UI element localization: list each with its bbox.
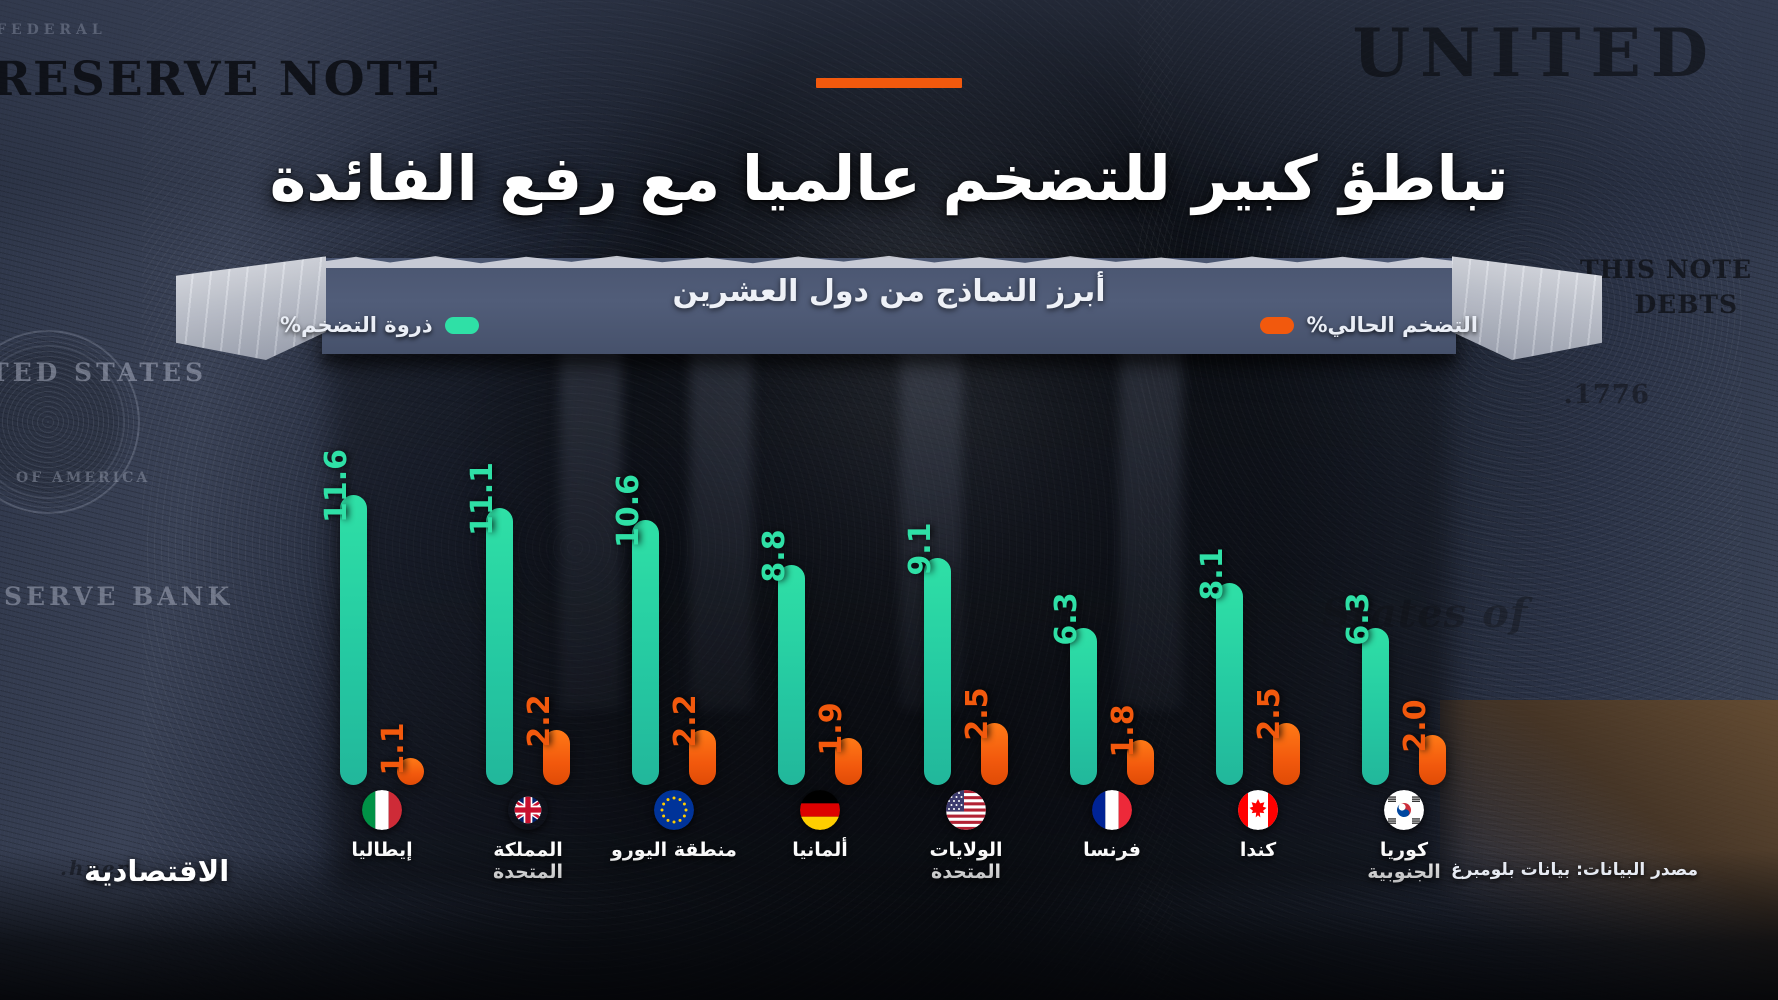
current-bar[interactable]: [1419, 735, 1446, 785]
ribbon-fold-left: [176, 256, 326, 360]
flag-eu-icon: [654, 790, 694, 830]
bar-group: 6.3 2.0: [1340, 355, 1468, 785]
peak-bar-wrapper: 11.1: [465, 461, 513, 785]
bar-chart: 11.6 1.1 11.1 2.2 10.6 2.2 8.8 1.9 9.1 2.5 6.3 1.8 8…: [318, 355, 1468, 785]
flag-canada-icon: [1238, 790, 1278, 830]
peak-bar-wrapper: 6.3: [1049, 592, 1097, 785]
light-column-1: [560, 330, 622, 710]
current-bar-wrapper: 1.1: [376, 722, 424, 785]
bar-group: 6.3 1.8: [1048, 355, 1176, 785]
legend-swatch-orange-icon: [1260, 316, 1295, 334]
current-value-label: 1.1: [375, 721, 411, 776]
current-bar[interactable]: [1273, 722, 1300, 785]
brand-logo: الاقتصادية: [84, 854, 230, 888]
light-column-4: [1120, 330, 1182, 710]
current-bar[interactable]: [397, 757, 424, 785]
peak-value-label: 11.6: [318, 448, 354, 524]
accent-bar: [816, 78, 962, 88]
peak-bar[interactable]: [486, 507, 513, 785]
peak-value-label: 9.1: [902, 521, 938, 576]
peak-bar-wrapper: 10.6: [611, 474, 659, 785]
flag-usa-icon: [946, 790, 986, 830]
legend-label-current: التضخم الحالي%: [1306, 313, 1478, 337]
ribbon-fold-right: [1452, 256, 1602, 360]
axis-item: الولايات المتحدة: [902, 790, 1030, 950]
bar-group: 11.6 1.1: [318, 355, 446, 785]
flag-germany-icon: [800, 790, 840, 830]
ribbon-body: [322, 258, 1456, 354]
current-bar[interactable]: [689, 730, 716, 785]
peak-value-label: 11.1: [464, 461, 500, 536]
current-bar-wrapper: 2.0: [1398, 699, 1446, 785]
peak-bar-wrapper: 11.6: [319, 449, 367, 785]
bar-group: 8.8 1.9: [756, 355, 884, 785]
current-value-label: 2.2: [667, 694, 703, 748]
peak-value-label: 10.6: [610, 473, 646, 549]
current-bar[interactable]: [543, 730, 570, 785]
current-bar[interactable]: [981, 722, 1008, 785]
peak-value-label: 8.1: [1194, 546, 1230, 601]
current-bar[interactable]: [835, 737, 862, 785]
peak-value-label: 6.3: [1340, 591, 1376, 646]
peak-bar-wrapper: 9.1: [903, 522, 951, 785]
current-value-label: 1.8: [1105, 704, 1141, 758]
page-subtitle: أبرز النماذج من دول العشرين: [672, 274, 1106, 309]
current-bar-wrapper: 2.5: [1252, 687, 1300, 785]
torn-paper-ribbon: [176, 252, 1602, 370]
current-bar[interactable]: [1127, 740, 1154, 785]
flag-italy-icon: [362, 790, 402, 830]
peak-bar[interactable]: [1216, 582, 1243, 785]
peak-bar[interactable]: [924, 557, 951, 785]
bar-group: 8.1 2.5: [1194, 355, 1322, 785]
bar-group: 11.1 2.2: [464, 355, 592, 785]
peak-bar[interactable]: [1070, 627, 1097, 785]
current-bar-wrapper: 1.9: [814, 702, 862, 785]
current-bar-wrapper: 1.8: [1106, 704, 1154, 785]
peak-bar-wrapper: 8.1: [1195, 547, 1243, 785]
current-value-label: 2.0: [1397, 699, 1433, 753]
current-bar-wrapper: 2.2: [668, 694, 716, 785]
ribbon-torn-edge: [322, 255, 1456, 268]
peak-bar[interactable]: [632, 520, 659, 785]
current-value-label: 2.5: [959, 686, 995, 741]
light-column-2: [690, 330, 752, 710]
legend-item-peak-inflation: ذروة التضخم%: [280, 313, 479, 337]
flag-uk-icon: [508, 790, 548, 830]
bottom-fade: [0, 850, 1778, 1000]
peak-bar[interactable]: [1362, 627, 1389, 785]
top-light-band: [0, 0, 1778, 260]
peak-bar-wrapper: 6.3: [1341, 592, 1389, 785]
bar-group: 10.6 2.2: [610, 355, 738, 785]
flag-south-korea-icon: [1384, 790, 1424, 830]
ribbon-shadow: [322, 352, 1456, 370]
peak-bar-wrapper: 8.8: [757, 529, 805, 785]
legend-item-current-inflation: التضخم الحالي%: [1260, 313, 1478, 337]
current-value-label: 1.9: [813, 701, 849, 756]
flag-france-icon: [1092, 790, 1132, 830]
legend-swatch-green-icon: [444, 316, 479, 334]
peak-bar[interactable]: [778, 565, 805, 785]
data-source-note: مصدر البيانات: بيانات بلومبرغ: [1451, 860, 1698, 880]
peak-value-label: 6.3: [1048, 591, 1084, 646]
current-value-label: 2.5: [1251, 686, 1287, 741]
page-title: تباطؤ كبير للتضخم عالميا مع رفع الفائدة: [269, 141, 1509, 215]
peak-bar[interactable]: [340, 495, 367, 785]
current-value-label: 2.2: [521, 694, 557, 748]
current-bar-wrapper: 2.5: [960, 687, 1008, 785]
peak-value-label: 8.8: [756, 529, 792, 583]
legend-label-peak: ذروة التضخم%: [280, 313, 433, 337]
bar-group: 9.1 2.5: [902, 355, 1030, 785]
current-bar-wrapper: 2.2: [522, 694, 570, 785]
